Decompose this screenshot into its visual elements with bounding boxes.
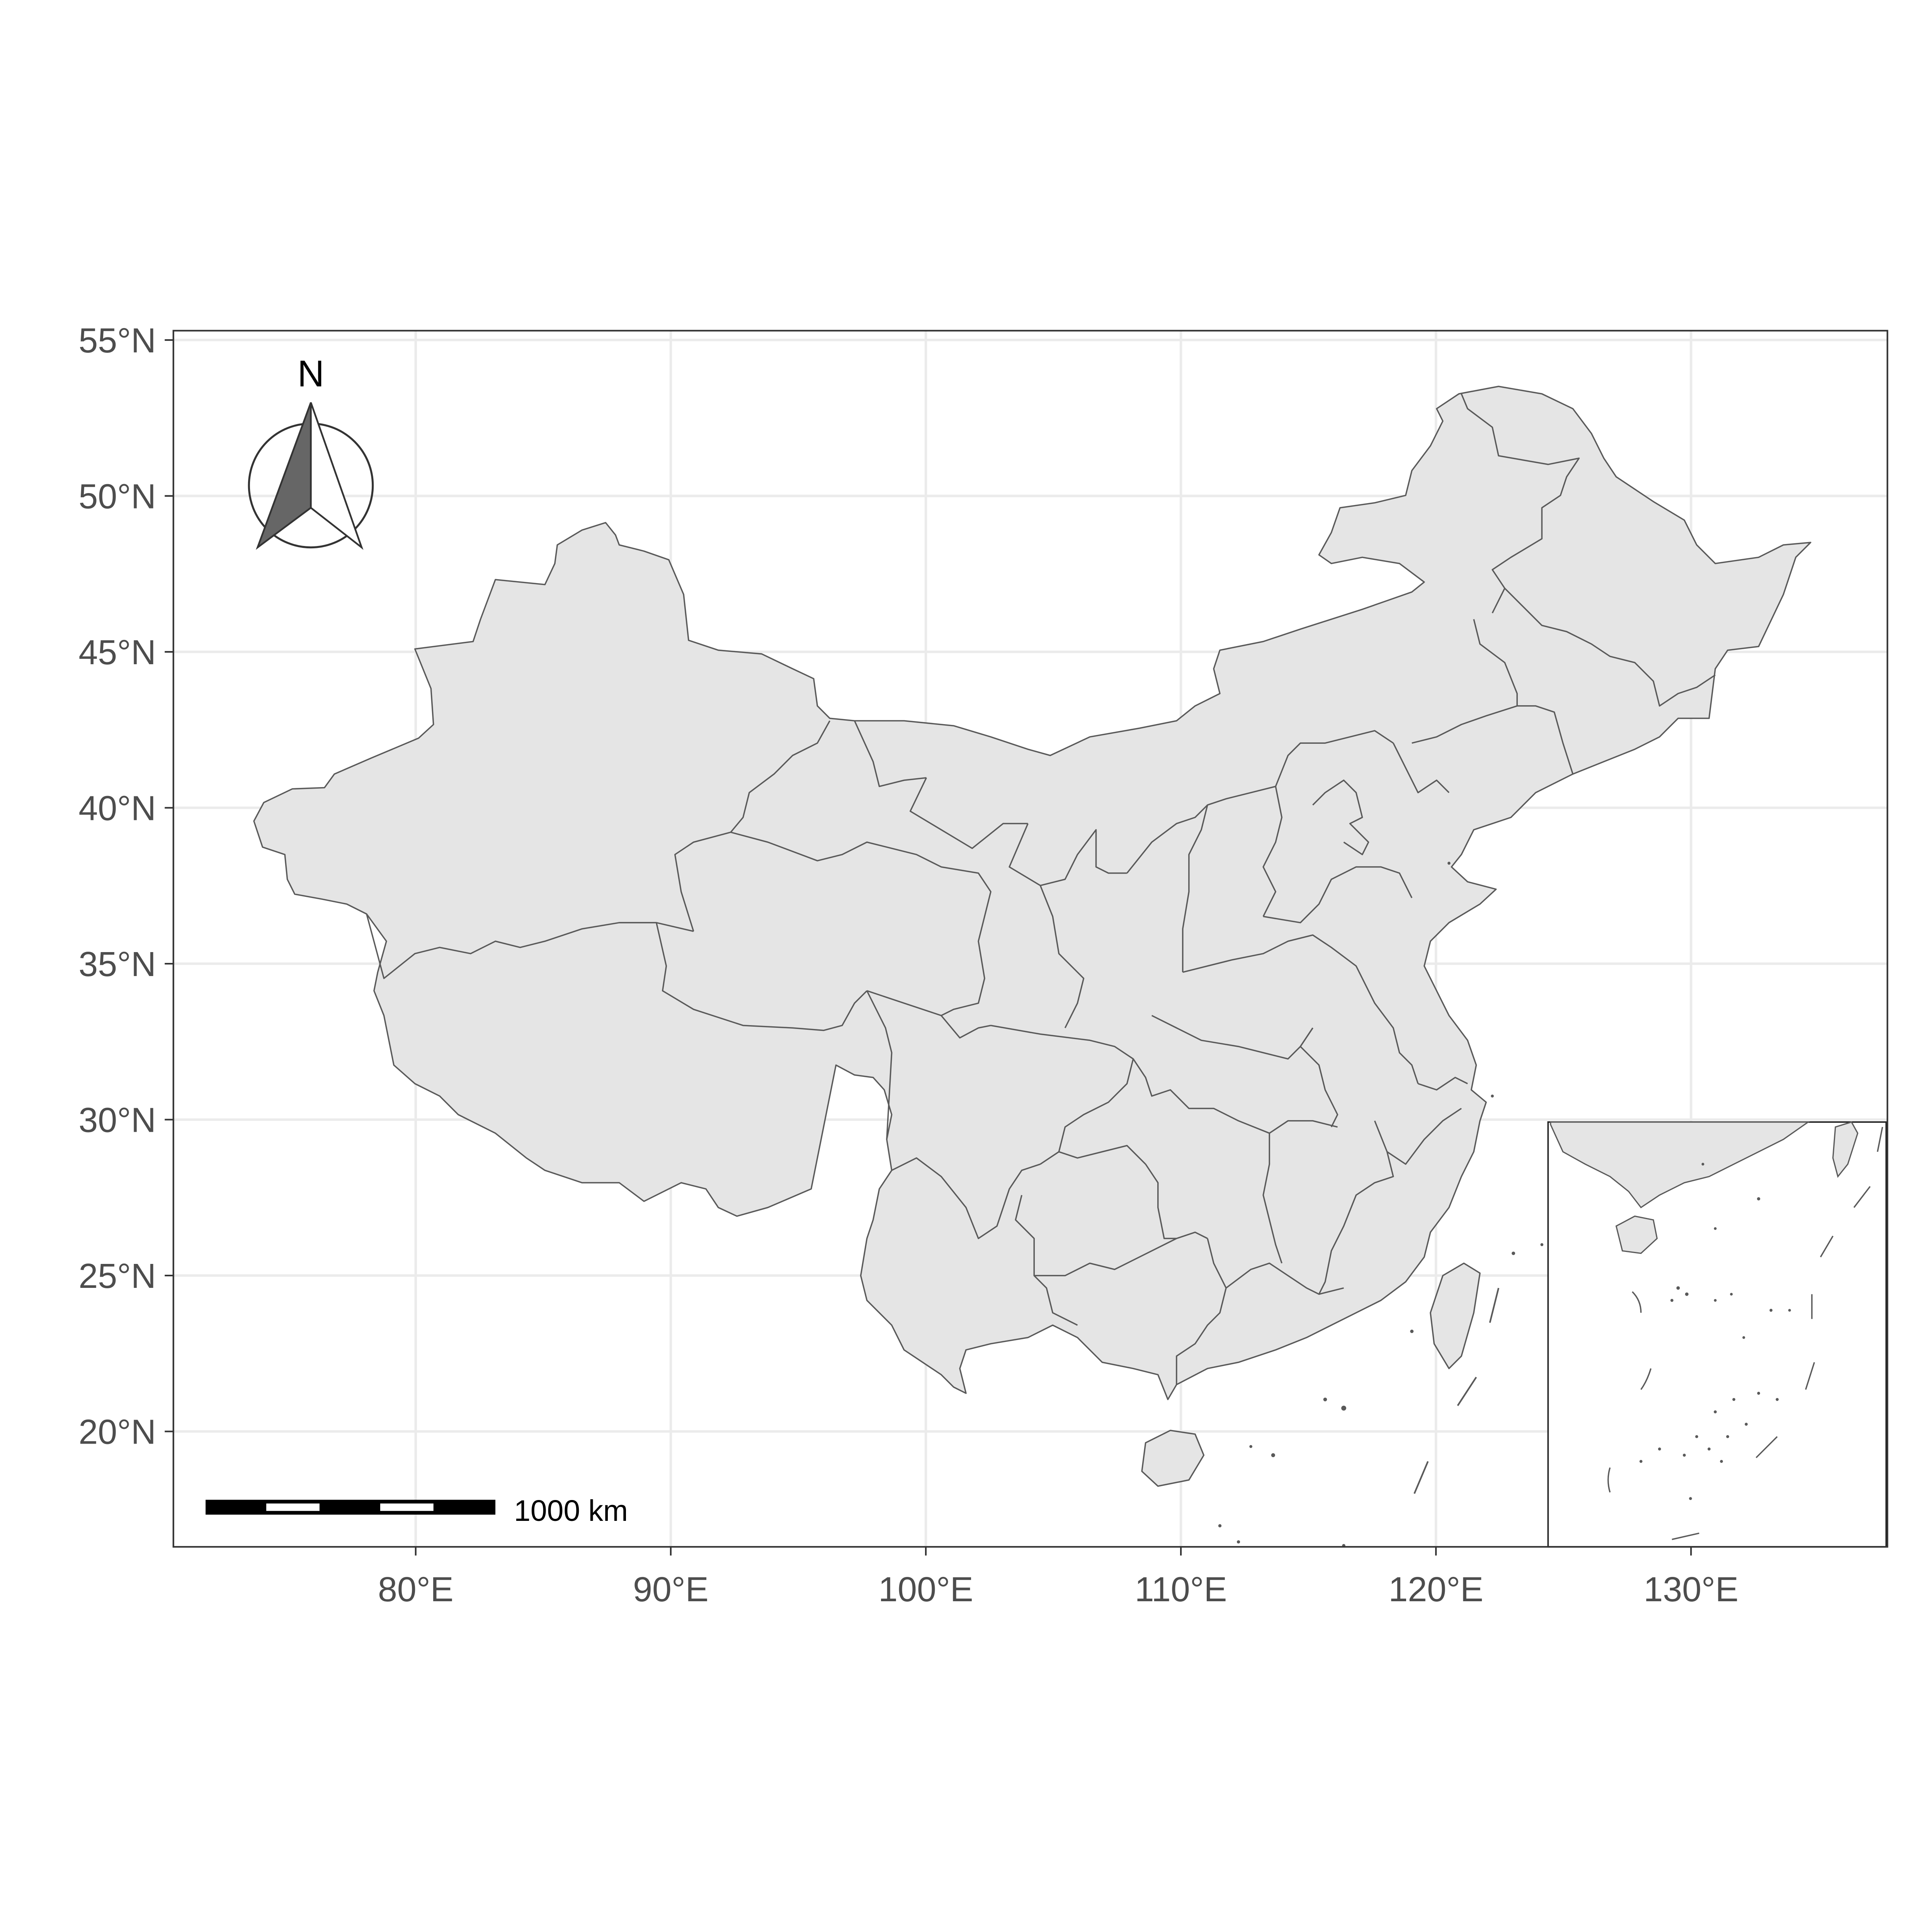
axes: 80°E 90°E 100°E 110°E 120°E 130°E 20°N 25°N 30°N… <box>78 321 1738 1609</box>
border-qinghai-sichuan <box>867 990 991 1039</box>
border-henan <box>1182 934 1363 979</box>
border-hebei-inner-mongolia <box>1275 730 1394 787</box>
hainan-island <box>1141 1430 1205 1487</box>
scale-bar: 1000 km <box>206 1494 628 1527</box>
border-shandong-hebei <box>1263 866 1413 923</box>
coastal-islets <box>1218 862 1544 1548</box>
y-tick-label: 20°N <box>78 1413 156 1452</box>
border-ningxia <box>1009 823 1127 886</box>
scale-bar-white-segment-1 <box>266 1503 320 1511</box>
inset-coastline <box>1550 1121 1810 1209</box>
y-tick-label: 50°N <box>78 478 156 516</box>
scale-bar-outline <box>206 1500 496 1515</box>
mainland-outline <box>253 386 1811 1400</box>
border-sichuan-yunnan <box>891 1157 1041 1239</box>
border-beijing-tianjin <box>1312 779 1369 855</box>
inset-hainan <box>1615 1215 1658 1254</box>
border-xinjiang-gansu <box>854 720 927 787</box>
inset-taiwan <box>1832 1121 1859 1178</box>
border-hunan-guizhou <box>1145 1163 1177 1239</box>
inset-frame <box>1547 1121 1887 1548</box>
border-shaanxi-shanxi <box>1126 804 1208 973</box>
x-tick-label: 80°E <box>378 1570 454 1609</box>
y-tick-label: 40°N <box>78 789 156 828</box>
y-tick-label: 35°N <box>78 945 156 984</box>
border-jiangxi-fujian <box>1318 1120 1394 1295</box>
border-guangdong-jiangxi <box>1226 1262 1344 1295</box>
scale-bar-label: 1000 km <box>514 1494 628 1527</box>
border-hebei-liaoning <box>1393 743 1450 794</box>
border-xinjiang-qinghai <box>674 720 830 932</box>
border-fujian-zhejiang <box>1386 1108 1462 1165</box>
border-anhui-hubei <box>1299 1027 1338 1128</box>
x-tick-label: 120°E <box>1388 1570 1483 1609</box>
border-jiangsu-anhui <box>1362 978 1419 1084</box>
border-guangxi-guangdong <box>1176 1238 1227 1385</box>
south-china-sea-inset <box>1547 1121 1887 1548</box>
border-sichuan-guizhou <box>1040 1145 1146 1165</box>
border-zhejiang <box>1418 1077 1468 1091</box>
panel-frame <box>172 330 1888 1548</box>
border-xizang-qinghai <box>655 922 867 1031</box>
inset-dashes <box>1607 1127 1883 1540</box>
y-tick-label: 25°N <box>78 1257 156 1296</box>
x-tick-label: 130°E <box>1644 1570 1738 1609</box>
border-gansu-shaanxi <box>1039 885 1085 1029</box>
x-tick-label: 110°E <box>1135 1570 1227 1609</box>
border-gansu-inner-mongolia <box>910 777 1028 849</box>
x-tick-label: 100°E <box>878 1570 973 1609</box>
x-tick-label: 90°E <box>633 1570 709 1609</box>
border-qinghai-gansu <box>730 832 992 1016</box>
china-provinces <box>253 386 1811 1487</box>
border-hunan-jiangxi <box>1262 1133 1282 1264</box>
y-tick-label: 30°N <box>78 1101 156 1140</box>
border-xinjiang-xizang <box>366 913 694 979</box>
border-jilin-heilongjiang <box>1473 619 1518 706</box>
province-borders <box>366 393 1716 1385</box>
border-heilongjiang-inner-mongolia <box>1461 393 1580 614</box>
scale-bar-white-segment-2 <box>380 1503 434 1511</box>
north-arrow-light-half <box>310 402 364 550</box>
border-sichuan-chongqing <box>990 1025 1134 1152</box>
border-shanxi-hebei <box>1207 786 1283 917</box>
inset-islets <box>1639 1163 1791 1500</box>
border-xizang-sichuan <box>866 990 893 1139</box>
border-guizhou-guangxi <box>1034 1231 1208 1277</box>
border-henan-hubei <box>1151 1015 1313 1060</box>
border-jilin-heilongjiang-east <box>1504 588 1716 707</box>
y-tick-label: 45°N <box>78 633 156 672</box>
taiwan-island <box>1430 1262 1481 1369</box>
y-tick-label: 55°N <box>78 321 156 360</box>
maritime-dashes <box>1413 1287 1500 1494</box>
north-arrow: N <box>248 353 374 550</box>
border-hubei-hunan <box>1133 1058 1338 1134</box>
north-arrow-label: N <box>298 353 324 395</box>
